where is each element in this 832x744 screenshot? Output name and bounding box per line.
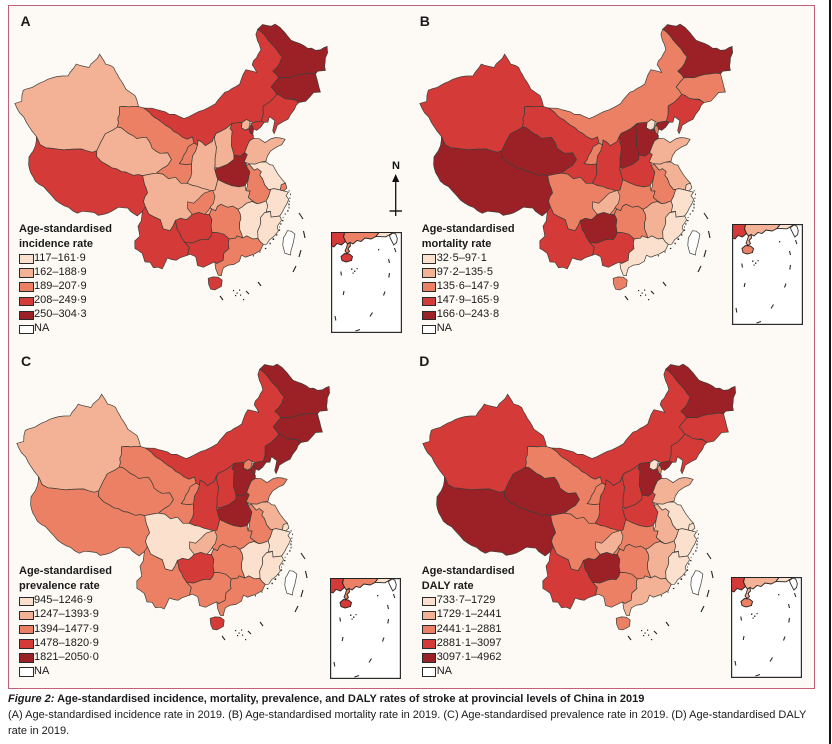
- svg-text:N: N: [392, 160, 400, 172]
